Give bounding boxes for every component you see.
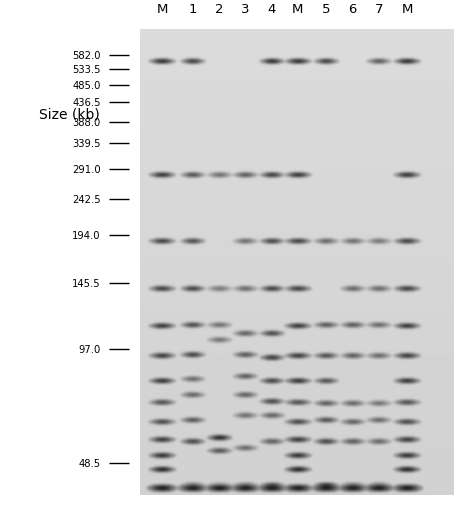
- Text: 6: 6: [348, 4, 357, 16]
- Text: 242.5: 242.5: [72, 194, 101, 205]
- Text: 7: 7: [375, 4, 383, 16]
- Text: 48.5: 48.5: [78, 459, 101, 468]
- Text: 533.5: 533.5: [72, 65, 101, 75]
- Text: 1: 1: [188, 4, 196, 16]
- Text: 388.0: 388.0: [72, 117, 101, 127]
- Text: M: M: [292, 4, 304, 16]
- Text: 3: 3: [241, 4, 249, 16]
- Text: 582.0: 582.0: [72, 51, 101, 61]
- Text: M: M: [401, 4, 413, 16]
- Text: 4: 4: [267, 4, 276, 16]
- Text: 436.5: 436.5: [72, 98, 101, 108]
- Text: 485.0: 485.0: [72, 81, 101, 91]
- Text: M: M: [157, 4, 168, 16]
- Text: 2: 2: [215, 4, 224, 16]
- Text: 339.5: 339.5: [72, 139, 101, 149]
- Text: 5: 5: [322, 4, 330, 16]
- Text: 145.5: 145.5: [72, 278, 101, 288]
- Text: Size (kb): Size (kb): [39, 107, 100, 121]
- Text: 291.0: 291.0: [72, 165, 101, 174]
- Text: 97.0: 97.0: [78, 344, 101, 355]
- Text: 194.0: 194.0: [72, 231, 101, 241]
